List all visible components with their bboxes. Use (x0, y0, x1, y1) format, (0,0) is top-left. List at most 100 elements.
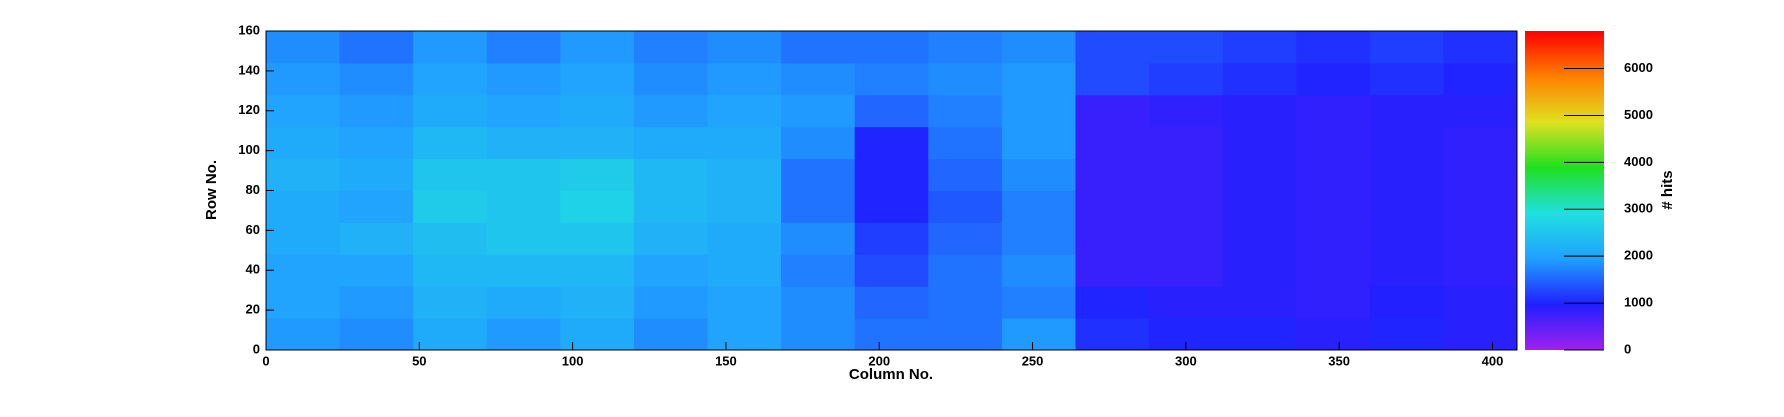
x-tick-label: 100 (562, 353, 584, 368)
heatmap-cell (633, 31, 709, 64)
heatmap-cell (339, 62, 414, 96)
y-tick-label: 160 (238, 22, 260, 37)
heatmap-cell (1443, 94, 1518, 128)
heatmap-cell (1369, 126, 1444, 160)
heatmap-cell (486, 94, 561, 128)
heatmap-cell (486, 222, 561, 255)
colorbar-tick-label: 2000 (1624, 248, 1653, 263)
heatmap-cell (1149, 222, 1224, 255)
y-tick-label: 140 (238, 62, 260, 77)
y-tick-label: 0 (253, 341, 260, 356)
heatmap-cell (1149, 286, 1224, 319)
y-tick-label: 40 (246, 262, 260, 277)
heatmap-cell (266, 62, 341, 96)
heatmap-cell (781, 190, 856, 223)
heatmap-cell (707, 190, 782, 223)
heatmap-cell (486, 318, 561, 351)
heatmap-cell (560, 31, 635, 64)
heatmap-cell (413, 286, 488, 319)
heatmap-cell (1222, 94, 1297, 128)
heatmap-cell (1369, 190, 1444, 223)
heatmap-cell (1149, 254, 1224, 287)
heatmap-cell (854, 62, 929, 96)
heatmap-cell (928, 126, 1003, 160)
heatmap-cell (1443, 62, 1518, 96)
heatmap-cell (1001, 286, 1076, 319)
heatmap-cell (854, 31, 929, 64)
heatmap-cell (1001, 254, 1076, 287)
heatmap-cell (413, 254, 488, 287)
y-tick-label: 100 (238, 142, 260, 157)
heatmap-cell (266, 318, 341, 351)
colorbar-tick-label: 1000 (1624, 295, 1653, 310)
heatmap-cell (1369, 94, 1444, 128)
x-tick-label: 200 (868, 353, 890, 368)
heatmap-cell (1075, 222, 1150, 255)
heatmap-cell (413, 318, 488, 351)
heatmap-cell (1001, 190, 1076, 223)
colorbar-tick-label: 4000 (1624, 154, 1653, 169)
heatmap-cell (928, 31, 1003, 64)
heatmap-cell (1075, 254, 1150, 287)
heatmap-cell (486, 190, 561, 223)
heatmap-cell (781, 62, 856, 96)
heatmap-cell (413, 158, 488, 191)
heatmap-cell (854, 254, 929, 287)
heatmap-cell (1001, 222, 1076, 255)
colorbar-tick-label: 3000 (1624, 201, 1653, 216)
heatmap-cell (1443, 318, 1518, 351)
heatmap-cell (266, 31, 341, 64)
x-axis-label: Column No. (849, 366, 933, 383)
heatmap-cell (854, 222, 929, 255)
heatmap-cell (633, 318, 709, 351)
heatmap-cell (560, 190, 635, 223)
heatmap-cell (1296, 222, 1371, 255)
heatmap-cell (1075, 158, 1150, 191)
heatmap-cell (1075, 126, 1150, 160)
heatmap-cell (266, 158, 341, 191)
heatmap-cell (339, 31, 414, 64)
heatmap-cell (339, 254, 414, 287)
heatmap-cell (1296, 286, 1371, 319)
heatmap-cell (339, 190, 414, 223)
heatmap-cell (1443, 254, 1518, 287)
heatmap-cell (1149, 31, 1224, 64)
heatmap-cell (707, 94, 782, 128)
y-axis-label: Row No. (203, 160, 220, 220)
heatmap-cell (928, 62, 1003, 96)
heatmap-cell (339, 94, 414, 128)
heatmap-cell (413, 222, 488, 255)
heatmap-cell (1075, 94, 1150, 128)
heatmap-cell (560, 158, 635, 191)
colorbar-tick-label: 5000 (1624, 107, 1653, 122)
heatmap-cell (1296, 318, 1371, 351)
colorbar-label: # hits (1659, 170, 1676, 209)
heatmap-cell (1369, 318, 1444, 351)
heatmap-cell (707, 286, 782, 319)
heatmap-cell (1296, 158, 1371, 191)
heatmap-cell (1369, 62, 1444, 96)
heatmap-cell (1443, 286, 1518, 319)
heatmap-cell (1296, 31, 1371, 64)
heatmap-cell (928, 158, 1003, 191)
heatmap-cell (781, 318, 856, 351)
heatmap-cell (1296, 94, 1371, 128)
heatmap-cell (707, 318, 782, 351)
heatmap-cell (1369, 254, 1444, 287)
heatmap-cell (1001, 94, 1076, 128)
heatmap-cell (1149, 158, 1224, 191)
heatmap-cell (633, 158, 709, 191)
heatmap-cell (1443, 31, 1518, 64)
heatmap-cell (781, 31, 856, 64)
heatmap-cell (1075, 190, 1150, 223)
heatmap-cell (1222, 158, 1297, 191)
heatmap-cell (1443, 126, 1518, 160)
heatmap-cell (413, 94, 488, 128)
heatmap-cell (854, 190, 929, 223)
heatmap-cell (781, 94, 856, 128)
heatmap-cell (1222, 62, 1297, 96)
heatmap-cell (1001, 126, 1076, 160)
heatmap-cell (928, 190, 1003, 223)
heatmap-cell (707, 62, 782, 96)
heatmap-cell (928, 254, 1003, 287)
